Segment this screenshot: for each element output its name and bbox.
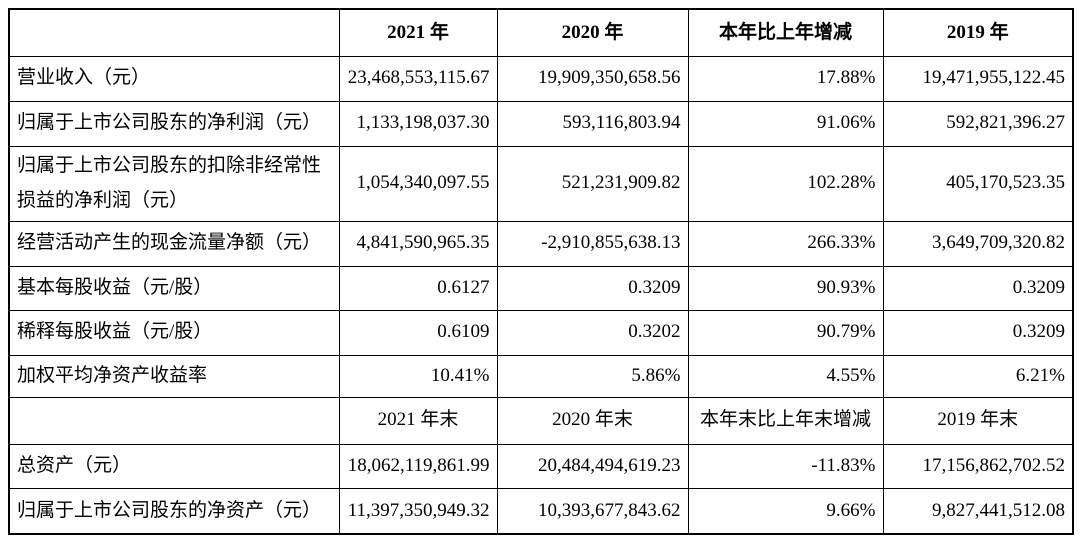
metric-label: 稀释每股收益（元/股） — [8, 309, 340, 356]
value-2019: 19,471,955,122.45 — [882, 55, 1074, 102]
annual-header-row: 2021 年 2020 年 本年比上年增减 2019 年 — [8, 8, 1074, 57]
eoy-2020-header: 2020 年末 — [496, 396, 689, 445]
value-2019: 6.21% — [882, 354, 1074, 398]
value-change: 266.33% — [687, 220, 884, 267]
end-of-year-header-row: 2021 年末 2020 年末 本年末比上年末增减 2019 年末 — [8, 396, 1074, 445]
value-2020: 5.86% — [496, 354, 689, 398]
year-2021-header: 2021 年 — [338, 8, 498, 57]
value-2019: 592,821,396.27 — [882, 100, 1074, 147]
value-2020: 593,116,803.94 — [496, 100, 689, 147]
metric-label: 经营活动产生的现金流量净额（元） — [8, 220, 340, 267]
value-2021: 0.6109 — [338, 309, 498, 356]
table-row-basic-eps: 基本每股收益（元/股） 0.6127 0.3209 90.93% 0.3209 — [8, 265, 1074, 311]
value-change: -11.83% — [687, 443, 884, 489]
value-2020: 19,909,350,658.56 — [496, 55, 689, 102]
value-2020: 521,231,909.82 — [496, 145, 689, 222]
metric-label: 基本每股收益（元/股） — [8, 265, 340, 311]
value-change: 102.28% — [687, 145, 884, 222]
value-2019: 9,827,441,512.08 — [882, 487, 1074, 535]
table-row-diluted-eps: 稀释每股收益（元/股） 0.6109 0.3202 90.79% 0.3209 — [8, 309, 1074, 356]
metric-label: 归属于上市公司股东的扣除非经常性损益的净利润（元） — [8, 145, 340, 222]
value-2021: 1,133,198,037.30 — [338, 100, 498, 147]
yoy-change-header: 本年比上年增减 — [687, 8, 884, 57]
metric-label: 营业收入（元） — [8, 55, 340, 102]
value-change: 90.79% — [687, 309, 884, 356]
eoy-2021-header: 2021 年末 — [338, 396, 498, 445]
table-row-operating-cash-flow: 经营活动产生的现金流量净额（元） 4,841,590,965.35 -2,910… — [8, 220, 1074, 267]
value-2020: -2,910,855,638.13 — [496, 220, 689, 267]
metric-label: 归属于上市公司股东的净利润（元） — [8, 100, 340, 147]
eoy-2019-header: 2019 年末 — [882, 396, 1074, 445]
value-2019: 405,170,523.35 — [882, 145, 1074, 222]
metric-label: 归属于上市公司股东的净资产（元） — [8, 487, 340, 535]
value-change: 90.93% — [687, 265, 884, 311]
value-2021: 23,468,553,115.67 — [338, 55, 498, 102]
table-row-net-profit-deducted: 归属于上市公司股东的扣除非经常性损益的净利润（元） 1,054,340,097.… — [8, 145, 1074, 222]
table-row-revenue: 营业收入（元） 23,468,553,115.67 19,909,350,658… — [8, 55, 1074, 102]
table-row-weighted-roe: 加权平均净资产收益率 10.41% 5.86% 4.55% 6.21% — [8, 354, 1074, 398]
value-change: 91.06% — [687, 100, 884, 147]
corner-cell — [8, 8, 340, 57]
value-2020: 10,393,677,843.62 — [496, 487, 689, 535]
metric-label: 总资产（元） — [8, 443, 340, 489]
year-2019-header: 2019 年 — [882, 8, 1074, 57]
value-2021: 18,062,119,861.99 — [338, 443, 498, 489]
table-row-net-assets: 归属于上市公司股东的净资产（元） 11,397,350,949.32 10,39… — [8, 487, 1074, 535]
value-2019: 0.3209 — [882, 309, 1074, 356]
corner-cell — [8, 396, 340, 445]
value-change: 9.66% — [687, 487, 884, 535]
value-2019: 3,649,709,320.82 — [882, 220, 1074, 267]
table-row-total-assets: 总资产（元） 18,062,119,861.99 20,484,494,619.… — [8, 443, 1074, 489]
value-2020: 20,484,494,619.23 — [496, 443, 689, 489]
value-2021: 4,841,590,965.35 — [338, 220, 498, 267]
metric-label: 加权平均净资产收益率 — [8, 354, 340, 398]
value-2021: 1,054,340,097.55 — [338, 145, 498, 222]
value-2019: 0.3209 — [882, 265, 1074, 311]
value-2020: 0.3209 — [496, 265, 689, 311]
value-2021: 11,397,350,949.32 — [338, 487, 498, 535]
value-2020: 0.3202 — [496, 309, 689, 356]
value-change: 17.88% — [687, 55, 884, 102]
value-2019: 17,156,862,702.52 — [882, 443, 1074, 489]
value-2021: 10.41% — [338, 354, 498, 398]
value-2021: 0.6127 — [338, 265, 498, 311]
value-change: 4.55% — [687, 354, 884, 398]
table-row-net-profit: 归属于上市公司股东的净利润（元） 1,133,198,037.30 593,11… — [8, 100, 1074, 147]
key-financial-indicators-table: 2021 年 2020 年 本年比上年增减 2019 年 营业收入（元） 23,… — [8, 8, 1074, 535]
eoy-change-header: 本年末比上年末增减 — [687, 396, 884, 445]
year-2020-header: 2020 年 — [496, 8, 689, 57]
